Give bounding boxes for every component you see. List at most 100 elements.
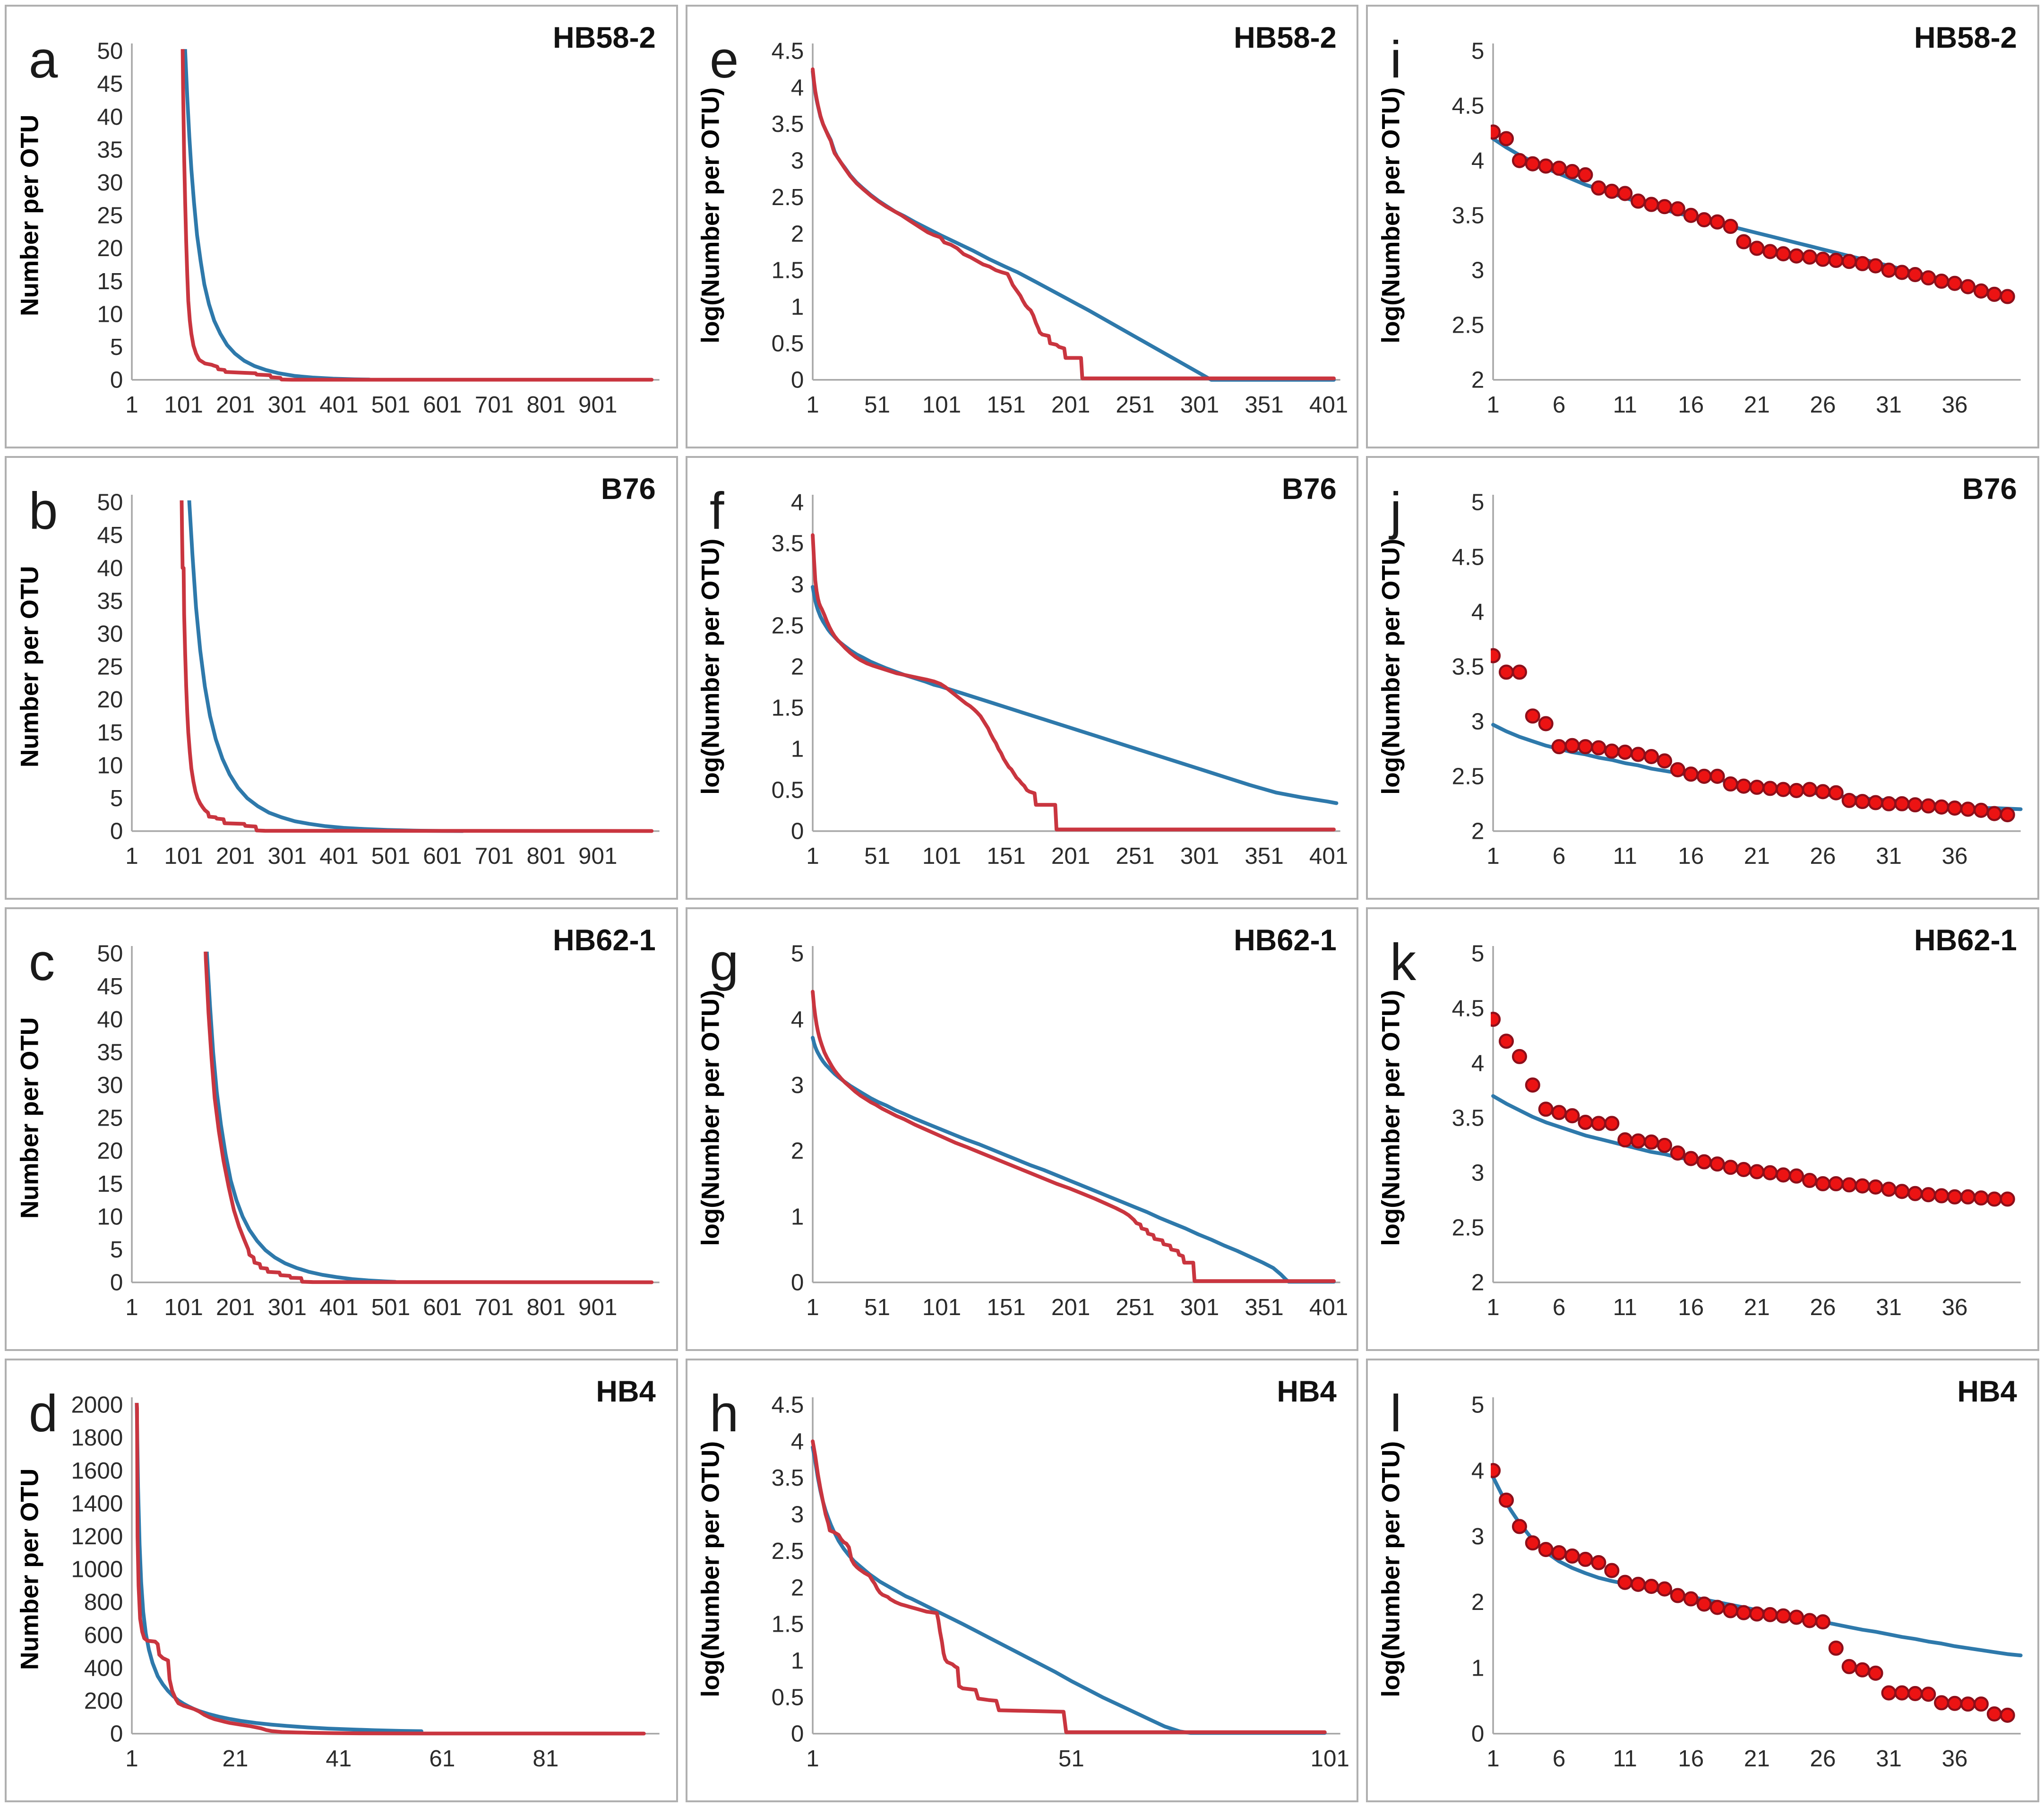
data-point xyxy=(1974,283,1989,299)
data-point xyxy=(1591,740,1606,756)
data-point xyxy=(1604,1116,1620,1131)
observed-line xyxy=(810,533,1336,832)
y-tick-label: 20 xyxy=(97,687,123,713)
data-point xyxy=(1538,1542,1554,1557)
y-tick-label: 400 xyxy=(84,1655,123,1681)
x-tick-label: 251 xyxy=(1116,843,1154,869)
x-tick-label: 251 xyxy=(1116,392,1154,418)
y-axis-title: log(Number per OTU) xyxy=(1377,1441,1405,1697)
panel-j: 5 4.5 4 3.5 3 2.5 2 1 6 11 16 21 26 31 36 log(Number pe… xyxy=(1366,456,2039,900)
x-tick-label: 401 xyxy=(1309,1294,1348,1320)
x-tick-label: 21 xyxy=(1744,1294,1770,1320)
y-tick-label: 0.5 xyxy=(771,1684,804,1710)
y-tick-label: 2000 xyxy=(71,1392,123,1418)
y-tick-label: 50 xyxy=(97,941,123,967)
data-point xyxy=(1670,1145,1686,1161)
data-point xyxy=(1709,768,1725,784)
data-point xyxy=(1512,1049,1528,1064)
y-tick-label: 5 xyxy=(110,1237,123,1263)
data-point xyxy=(1591,1116,1606,1131)
panel-f: 4 3.5 3 2.5 2 1.5 1 0.5 0 1 51 101 151 201 251 301 351 40… xyxy=(685,456,1359,900)
data-point xyxy=(1617,186,1633,201)
x-tick-label: 16 xyxy=(1678,1746,1704,1772)
data-point xyxy=(1512,1519,1528,1534)
x-tick-label: 6 xyxy=(1553,1294,1565,1320)
y-tick-label: 5 xyxy=(1471,38,1484,64)
y-tick-label: 0 xyxy=(790,1270,803,1296)
y-tick-label: 45 xyxy=(97,973,123,999)
x-tick-label: 11 xyxy=(1613,843,1637,869)
data-point xyxy=(1855,256,1871,271)
y-tick-label: 15 xyxy=(97,1171,123,1197)
data-point xyxy=(1907,797,1923,813)
y-tick-label: 0 xyxy=(790,367,803,393)
panel-letter: l xyxy=(1390,1385,1402,1443)
x-tick-label: 21 xyxy=(1744,843,1770,869)
data-point xyxy=(1749,1164,1765,1179)
data-point xyxy=(1921,1187,1936,1203)
data-point xyxy=(1934,1188,1950,1204)
data-point xyxy=(1551,160,1567,176)
x-tick-label: 16 xyxy=(1678,1294,1704,1320)
data-point xyxy=(1696,1154,1712,1170)
x-tick-label: 11 xyxy=(1613,1746,1637,1772)
panel-a: 50 45 40 35 30 25 20 15 10 5 0 1 101 201 301 401 501 601 7… xyxy=(5,5,678,448)
y-tick-label: 5 xyxy=(1471,941,1484,967)
data-point xyxy=(1499,1492,1514,1508)
data-point xyxy=(1776,1608,1791,1624)
y-tick-label: 30 xyxy=(97,621,123,647)
data-point xyxy=(1907,1186,1923,1201)
y-tick-label: 40 xyxy=(97,1007,123,1033)
data-point xyxy=(1525,1535,1541,1551)
x-tick-label: 201 xyxy=(1051,1294,1090,1320)
data-point xyxy=(1789,1609,1804,1625)
data-point xyxy=(1551,1105,1567,1120)
y-tick-label: 25 xyxy=(97,654,123,680)
y-tick-label: 1600 xyxy=(71,1458,123,1484)
y-axis-title: Number per OTU xyxy=(16,1017,44,1219)
observed-line xyxy=(135,1403,646,1736)
data-point xyxy=(1868,258,1883,274)
y-tick-label: 3 xyxy=(1471,1523,1484,1549)
y-tick-label: 0 xyxy=(1471,1721,1484,1747)
data-point xyxy=(1947,1695,1963,1711)
y-tick-label: 50 xyxy=(97,38,123,64)
y-tick-label: 25 xyxy=(97,1105,123,1131)
data-point xyxy=(1723,1160,1738,1175)
y-tick-label: 5 xyxy=(110,785,123,811)
x-tick-label: 301 xyxy=(268,1294,307,1320)
y-tick-label: 4 xyxy=(790,1007,803,1033)
data-point xyxy=(1762,1607,1778,1622)
fit-line xyxy=(810,69,1336,382)
y-tick-label: 3 xyxy=(1471,1160,1484,1186)
data-point xyxy=(1670,762,1686,777)
data-point xyxy=(1670,1588,1686,1603)
y-tick-label: 0 xyxy=(790,1721,803,1747)
panel-i: 5 4.5 4 3.5 3 2.5 2 1 6 11 16 21 26 31 36 log(Number pe… xyxy=(1366,5,2039,448)
x-tick-label: 26 xyxy=(1810,843,1836,869)
x-tick-label: 1 xyxy=(806,1294,819,1320)
x-tick-label: 701 xyxy=(475,1294,514,1320)
data-point xyxy=(1776,1167,1791,1183)
data-point xyxy=(1934,273,1950,289)
y-tick-label: 1200 xyxy=(71,1523,123,1549)
y-tick-label: 1 xyxy=(1471,1655,1484,1681)
data-point xyxy=(1855,794,1871,809)
y-tick-label: 2 xyxy=(1471,818,1484,844)
panel-letter: a xyxy=(29,31,58,89)
y-tick-label: 4.5 xyxy=(1452,544,1485,570)
panel-letter: h xyxy=(710,1385,739,1443)
data-point xyxy=(1551,739,1567,755)
sample-label: HB4 xyxy=(1958,1375,2017,1408)
data-point xyxy=(1736,234,1752,250)
x-tick-label: 1 xyxy=(1487,1746,1500,1772)
y-tick-label: 40 xyxy=(97,555,123,581)
y-tick-label: 0 xyxy=(110,1721,123,1747)
x-tick-label: 801 xyxy=(526,843,565,869)
y-axis-title: log(Number per OTU) xyxy=(696,990,724,1246)
x-tick-label: 201 xyxy=(216,1294,255,1320)
data-point xyxy=(1947,800,1963,816)
y-tick-label: 30 xyxy=(97,170,123,196)
data-point xyxy=(1789,1168,1804,1184)
fit-line xyxy=(183,49,371,382)
